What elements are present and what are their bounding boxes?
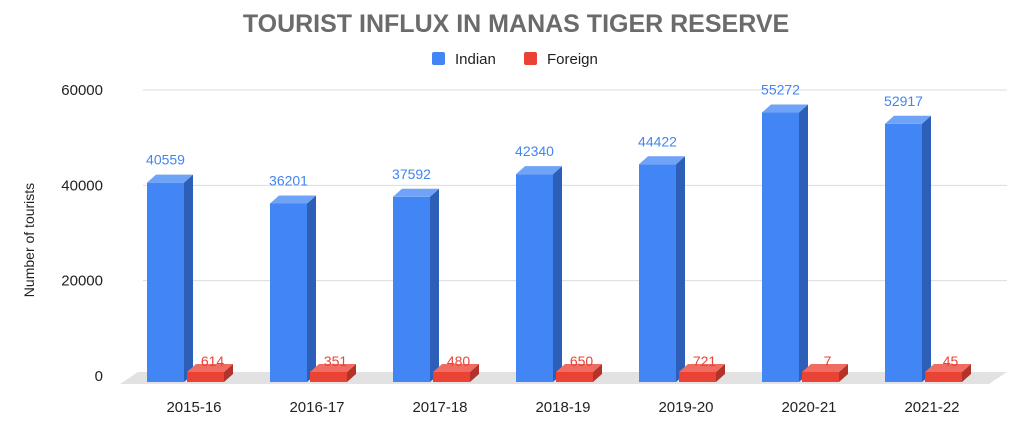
bar-side <box>347 364 356 382</box>
bar-side <box>553 166 562 382</box>
bar-top <box>762 104 808 113</box>
bar-foreign-2016-17 <box>310 364 356 382</box>
bars <box>147 104 971 382</box>
y-tick-label: 40000 <box>61 177 103 194</box>
legend-label-indian: Indian <box>455 51 496 68</box>
bar-front <box>393 196 430 382</box>
bar-side <box>470 364 479 382</box>
x-tick-label: 2021-22 <box>904 399 959 416</box>
bar-indian-2018-19 <box>516 166 562 382</box>
bar-front <box>556 372 593 382</box>
bar-front <box>639 164 676 382</box>
data-label-indian: 55272 <box>761 82 800 98</box>
bar-top <box>147 174 193 183</box>
bar-side <box>839 364 848 382</box>
y-axis-label: Number of tourists <box>21 183 37 297</box>
data-label-foreign: 7 <box>824 353 832 369</box>
data-label-foreign: 480 <box>447 353 471 369</box>
bar-side <box>676 156 685 382</box>
data-label-foreign: 614 <box>201 353 225 369</box>
bar-indian-2020-21 <box>762 104 808 382</box>
bar-side <box>430 188 439 382</box>
bar-foreign-2019-20 <box>679 364 725 382</box>
bar-indian-2019-20 <box>639 156 685 382</box>
bar-foreign-2021-22 <box>925 364 971 382</box>
bar-top <box>679 364 725 372</box>
data-labels: 40559 614 36201 351 37592 480 42340 650 44422 721… <box>146 82 958 369</box>
bar-top <box>885 115 931 124</box>
bar-front <box>516 174 553 382</box>
chart-title: TOURIST INFLUX IN MANAS TIGER RESERVE <box>243 10 789 38</box>
bar-front <box>679 372 716 382</box>
bar-top <box>516 166 562 175</box>
bar-front <box>270 203 307 382</box>
data-label-indian: 37592 <box>392 166 431 182</box>
data-label-foreign: 351 <box>324 353 348 369</box>
data-label-indian: 42340 <box>515 143 554 159</box>
legend-label-foreign: Foreign <box>547 51 598 68</box>
data-label-indian: 40559 <box>146 152 185 168</box>
y-tick-label: 20000 <box>61 273 103 290</box>
data-label-foreign: 721 <box>693 353 717 369</box>
bar-foreign-2015-16 <box>187 364 233 382</box>
legend: Indian Foreign <box>432 51 598 68</box>
bar-side <box>307 195 316 382</box>
bar-indian-2021-22 <box>885 115 931 382</box>
x-tick-label: 2017-18 <box>412 399 467 416</box>
bar-foreign-2020-21 <box>802 364 848 382</box>
bar-foreign-2017-18 <box>433 364 479 382</box>
bar-top <box>310 364 356 372</box>
bar-indian-2015-16 <box>147 174 193 382</box>
bar-side <box>224 364 233 382</box>
data-label-foreign: 45 <box>943 353 959 369</box>
bar-front <box>802 372 839 382</box>
y-tick-label: 0 <box>95 368 103 385</box>
x-axis-ticks: 2015-16 2016-17 2017-18 2018-19 2019-20 2020-… <box>166 399 959 416</box>
bar-top <box>393 188 439 197</box>
bar-top <box>433 364 479 372</box>
legend-swatch-indian <box>432 52 445 65</box>
x-tick-label: 2015-16 <box>166 399 221 416</box>
bar-foreign-2018-19 <box>556 364 602 382</box>
data-label-indian: 44422 <box>638 133 677 149</box>
x-tick-label: 2016-17 <box>289 399 344 416</box>
bar-indian-2017-18 <box>393 188 439 382</box>
bar-top <box>925 364 971 372</box>
bar-front <box>433 372 470 382</box>
bar-top <box>187 364 233 372</box>
bar-front <box>885 123 922 382</box>
bar-front <box>187 372 224 382</box>
bar-side <box>922 115 931 382</box>
bar-front <box>925 372 962 382</box>
x-tick-label: 2018-19 <box>535 399 590 416</box>
data-label-foreign: 650 <box>570 353 594 369</box>
bar-front <box>310 372 347 382</box>
data-label-indian: 52917 <box>884 93 923 109</box>
x-tick-label: 2020-21 <box>781 399 836 416</box>
bar-top <box>639 156 685 165</box>
data-label-indian: 36201 <box>269 172 308 188</box>
legend-swatch-foreign <box>524 52 537 65</box>
bar-side <box>716 364 725 382</box>
bar-top <box>270 195 316 204</box>
bar-top <box>802 364 848 372</box>
bar-front <box>147 182 184 382</box>
bar-front <box>762 112 799 382</box>
x-tick-label: 2019-20 <box>658 399 713 416</box>
bar-indian-2016-17 <box>270 195 316 382</box>
bar-side <box>184 174 193 382</box>
y-axis-ticks: 0 20000 40000 60000 <box>61 82 103 385</box>
bar-side <box>962 364 971 382</box>
bar-side <box>799 104 808 382</box>
bar-side <box>593 364 602 382</box>
y-tick-label: 60000 <box>61 82 103 99</box>
bar-top <box>556 364 602 372</box>
